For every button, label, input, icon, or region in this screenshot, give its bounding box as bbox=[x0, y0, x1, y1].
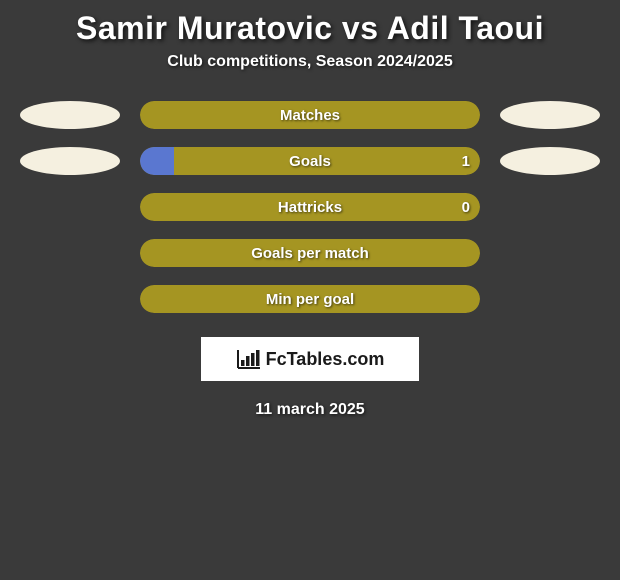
logo-text: FcTables.com bbox=[266, 349, 385, 370]
stat-row: Goals1 bbox=[10, 147, 610, 175]
stat-bar: Min per goal bbox=[140, 285, 480, 313]
bar-label: Min per goal bbox=[140, 285, 480, 313]
bar-chart-icon bbox=[236, 348, 262, 370]
page-title: Samir Muratovic vs Adil Taoui bbox=[0, 0, 620, 53]
stat-bar: Goals1 bbox=[140, 147, 480, 175]
stat-bar: Hattricks0 bbox=[140, 193, 480, 221]
bar-label: Hattricks bbox=[140, 193, 480, 221]
fctables-logo: FcTables.com bbox=[201, 337, 419, 381]
stat-row: Hattricks0 bbox=[10, 193, 610, 221]
stat-row: Matches bbox=[10, 101, 610, 129]
bars-container: Matches Goals1 Hattricks0 Goals per match Mi… bbox=[0, 101, 620, 313]
left-oval bbox=[20, 101, 120, 129]
bar-value-right: 0 bbox=[462, 193, 470, 221]
bar-label: Matches bbox=[140, 101, 480, 129]
page-subtitle: Club competitions, Season 2024/2025 bbox=[0, 53, 620, 101]
left-oval bbox=[20, 147, 120, 175]
stat-row: Min per goal bbox=[10, 285, 610, 313]
stat-bar: Matches bbox=[140, 101, 480, 129]
bar-label: Goals per match bbox=[140, 239, 480, 267]
bar-label: Goals bbox=[140, 147, 480, 175]
bar-value-right: 1 bbox=[462, 147, 470, 175]
stat-row: Goals per match bbox=[10, 239, 610, 267]
right-oval bbox=[500, 147, 600, 175]
right-oval bbox=[500, 101, 600, 129]
date-label: 11 march 2025 bbox=[0, 401, 620, 419]
stat-bar: Goals per match bbox=[140, 239, 480, 267]
